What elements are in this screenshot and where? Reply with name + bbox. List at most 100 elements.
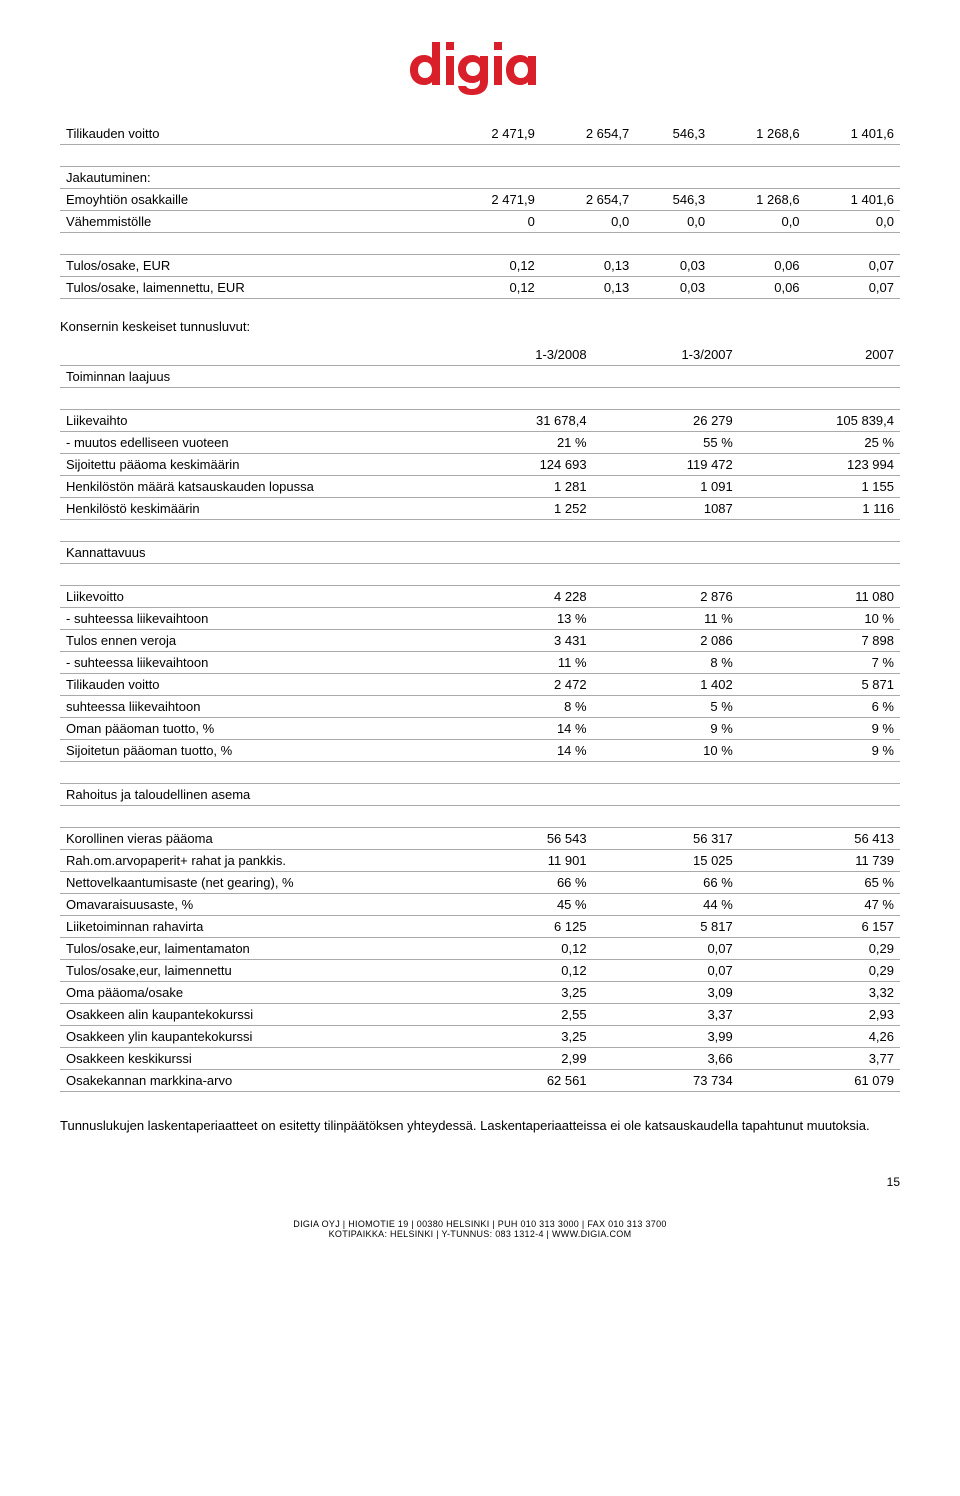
row-value: 3,66 xyxy=(593,1048,739,1070)
table-key-figures: 1-3/20081-3/20072007Toiminnan laajuus Li… xyxy=(60,344,900,1092)
table-row: Tulos/osake,eur, laimennettu0,120,070,29 xyxy=(60,960,900,982)
table-row: Oma pääoma/osake3,253,093,32 xyxy=(60,982,900,1004)
row-value xyxy=(635,167,711,189)
row-value: 61 079 xyxy=(739,1070,900,1092)
row-value: 66 % xyxy=(446,872,592,894)
row-label: Sijoitetun pääoman tuotto, % xyxy=(60,740,446,762)
row-value xyxy=(739,542,900,564)
table-row: Rahoitus ja taloudellinen asema xyxy=(60,784,900,806)
row-value: 2 472 xyxy=(446,674,592,696)
table-row: Kannattavuus xyxy=(60,542,900,564)
row-value: 0,0 xyxy=(541,211,635,233)
row-value: 62 561 xyxy=(446,1070,592,1092)
table-row xyxy=(60,145,900,167)
table-row: Osakkeen keskikurssi2,993,663,77 xyxy=(60,1048,900,1070)
spacer-cell xyxy=(60,762,900,784)
row-label: Toiminnan laajuus xyxy=(60,366,446,388)
row-value: 1 116 xyxy=(739,498,900,520)
row-value: 1 268,6 xyxy=(711,123,805,145)
row-value: 1087 xyxy=(593,498,739,520)
row-label: Tulos/osake,eur, laimennettu xyxy=(60,960,446,982)
row-label: Rahoitus ja taloudellinen asema xyxy=(60,784,446,806)
row-label: Emoyhtiön osakkaille xyxy=(60,189,446,211)
row-value: 2 471,9 xyxy=(446,123,540,145)
row-label: Tilikauden voitto xyxy=(60,674,446,696)
section-title: Konsernin keskeiset tunnusluvut: xyxy=(60,319,900,334)
row-label: Liikevaihto xyxy=(60,410,446,432)
row-value xyxy=(446,366,592,388)
table-row: Liikevaihto31 678,426 279105 839,4 xyxy=(60,410,900,432)
row-value: 9 % xyxy=(593,718,739,740)
row-value: 3,37 xyxy=(593,1004,739,1026)
table-row: Emoyhtiön osakkaille2 471,92 654,7546,31… xyxy=(60,189,900,211)
row-value: 3,25 xyxy=(446,1026,592,1048)
row-value: 0,06 xyxy=(711,277,805,299)
row-label: Tulos/osake, laimennettu, EUR xyxy=(60,277,446,299)
table-row: Liiketoiminnan rahavirta6 1255 8176 157 xyxy=(60,916,900,938)
row-value: 11 901 xyxy=(446,850,592,872)
row-value: 0,29 xyxy=(739,960,900,982)
spacer-cell xyxy=(60,564,900,586)
table-row: Liikevoitto4 2282 87611 080 xyxy=(60,586,900,608)
row-value: 7 898 xyxy=(739,630,900,652)
logo xyxy=(60,40,900,98)
spacer-cell xyxy=(60,233,900,255)
table-row: Rah.om.arvopaperit+ rahat ja pankkis.11 … xyxy=(60,850,900,872)
table-row xyxy=(60,564,900,586)
table-row: Osakekannan markkina-arvo62 56173 73461 … xyxy=(60,1070,900,1092)
row-value: 0,06 xyxy=(711,255,805,277)
row-label: Kannattavuus xyxy=(60,542,446,564)
row-value xyxy=(446,167,540,189)
row-value: 31 678,4 xyxy=(446,410,592,432)
footer-line-2: KOTIPAIKKA: HELSINKI | Y-TUNNUS: 083 131… xyxy=(60,1229,900,1239)
row-value: 105 839,4 xyxy=(739,410,900,432)
table-row: Tulos/osake,eur, laimentamaton0,120,070,… xyxy=(60,938,900,960)
table-row: Tulos/osake, laimennettu, EUR0,120,130,0… xyxy=(60,277,900,299)
row-label: Osakkeen alin kaupantekokurssi xyxy=(60,1004,446,1026)
row-label: Sijoitettu pääoma keskimäärin xyxy=(60,454,446,476)
row-label: Rah.om.arvopaperit+ rahat ja pankkis. xyxy=(60,850,446,872)
table-row: Jakautuminen: xyxy=(60,167,900,189)
row-label: - suhteessa liikevaihtoon xyxy=(60,652,446,674)
row-value: 1 401,6 xyxy=(806,123,900,145)
row-value: 1 091 xyxy=(593,476,739,498)
row-value: 56 543 xyxy=(446,828,592,850)
row-value: 11 739 xyxy=(739,850,900,872)
row-value: 0,12 xyxy=(446,255,540,277)
row-label: Henkilöstön määrä katsauskauden lopussa xyxy=(60,476,446,498)
row-value: 4,26 xyxy=(739,1026,900,1048)
row-value: 3,32 xyxy=(739,982,900,1004)
row-value: 10 % xyxy=(739,608,900,630)
row-value: 0,0 xyxy=(711,211,805,233)
row-value xyxy=(446,542,592,564)
row-value: 11 % xyxy=(593,608,739,630)
row-label: Tilikauden voitto xyxy=(60,123,446,145)
page-number: 15 xyxy=(60,1175,900,1189)
row-label: Oma pääoma/osake xyxy=(60,982,446,1004)
table-row: - suhteessa liikevaihtoon11 %8 %7 % xyxy=(60,652,900,674)
row-value: 8 % xyxy=(593,652,739,674)
table-row: Tilikauden voitto2 471,92 654,7546,31 26… xyxy=(60,123,900,145)
row-value xyxy=(739,366,900,388)
table-row: Osakkeen alin kaupantekokurssi2,553,372,… xyxy=(60,1004,900,1026)
row-value: 45 % xyxy=(446,894,592,916)
row-value: 5 871 xyxy=(739,674,900,696)
row-value: 1 402 xyxy=(593,674,739,696)
row-value: 2,93 xyxy=(739,1004,900,1026)
row-value: 2 876 xyxy=(593,586,739,608)
row-value: 2 471,9 xyxy=(446,189,540,211)
row-value: 0,12 xyxy=(446,960,592,982)
table-row: Tulos/osake, EUR0,120,130,030,060,07 xyxy=(60,255,900,277)
row-value xyxy=(593,784,739,806)
spacer-cell xyxy=(60,145,900,167)
footer: DIGIA OYJ | HIOMOTIE 19 | 00380 HELSINKI… xyxy=(60,1219,900,1239)
row-value: 0 xyxy=(446,211,540,233)
row-value: 123 994 xyxy=(739,454,900,476)
spacer-cell xyxy=(60,388,900,410)
row-label: Liiketoiminnan rahavirta xyxy=(60,916,446,938)
row-value: 0,03 xyxy=(635,255,711,277)
table-row: - muutos edelliseen vuoteen21 %55 %25 % xyxy=(60,432,900,454)
header-value: 2007 xyxy=(739,344,900,366)
row-label: Oman pääoman tuotto, % xyxy=(60,718,446,740)
table-row xyxy=(60,762,900,784)
